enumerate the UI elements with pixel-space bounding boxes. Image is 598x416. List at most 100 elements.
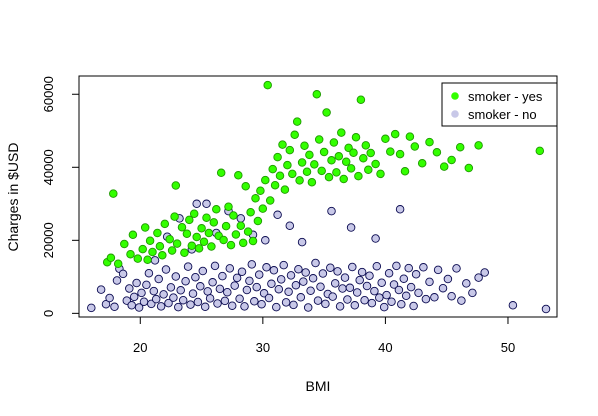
legend-marker-yes bbox=[451, 92, 459, 100]
data-point bbox=[253, 216, 263, 226]
data-point bbox=[273, 152, 282, 162]
data-point bbox=[370, 286, 379, 296]
data-point bbox=[351, 133, 361, 142]
data-point bbox=[321, 299, 330, 309]
data-point bbox=[263, 80, 272, 90]
data-point bbox=[541, 304, 551, 314]
data-point bbox=[348, 262, 357, 272]
data-point bbox=[262, 263, 271, 272]
data-point bbox=[96, 285, 106, 294]
data-point bbox=[278, 140, 287, 149]
data-point bbox=[209, 218, 219, 227]
data-point bbox=[338, 284, 347, 293]
data-point bbox=[270, 180, 280, 190]
data-point bbox=[148, 247, 157, 257]
data-point bbox=[192, 232, 201, 242]
data-point bbox=[242, 285, 252, 295]
data-point bbox=[314, 135, 324, 144]
data-point bbox=[327, 156, 336, 165]
data-point bbox=[230, 281, 239, 290]
data-point bbox=[425, 137, 434, 147]
data-point bbox=[154, 274, 163, 284]
data-point bbox=[365, 271, 374, 280]
data-point bbox=[464, 163, 474, 173]
data-point bbox=[110, 302, 119, 312]
data-point bbox=[202, 213, 211, 222]
data-point bbox=[297, 237, 307, 247]
data-point bbox=[237, 267, 247, 276]
data-point bbox=[197, 224, 206, 233]
data-point bbox=[238, 238, 248, 248]
data-point bbox=[291, 280, 301, 290]
data-point bbox=[375, 293, 384, 302]
data-point bbox=[474, 273, 483, 282]
data-point bbox=[181, 276, 190, 286]
data-point bbox=[508, 301, 518, 310]
data-point bbox=[404, 263, 413, 273]
data-point bbox=[289, 300, 298, 310]
data-point bbox=[231, 230, 241, 239]
data-point bbox=[346, 223, 356, 232]
data-point bbox=[183, 262, 193, 271]
data-point bbox=[226, 240, 236, 250]
data-point bbox=[221, 221, 231, 231]
data-point bbox=[296, 293, 306, 302]
data-point bbox=[254, 270, 264, 279]
y-axis: 0 20000 40000 60000 bbox=[41, 76, 80, 317]
data-point bbox=[251, 194, 260, 203]
data-point bbox=[425, 277, 434, 287]
data-point bbox=[357, 267, 367, 277]
data-point bbox=[185, 215, 194, 225]
data-point bbox=[210, 261, 220, 271]
data-point bbox=[438, 283, 448, 293]
data-point bbox=[405, 132, 415, 141]
data-point bbox=[332, 168, 341, 177]
data-point bbox=[310, 160, 319, 169]
data-point bbox=[196, 282, 205, 291]
data-point bbox=[224, 202, 233, 211]
data-point bbox=[417, 159, 427, 168]
data-point bbox=[462, 279, 471, 288]
data-point bbox=[134, 303, 144, 312]
y-tick-label: 20000 bbox=[41, 222, 56, 258]
data-point bbox=[356, 95, 366, 104]
data-point bbox=[109, 189, 118, 198]
data-point bbox=[161, 265, 171, 274]
data-point bbox=[359, 153, 368, 163]
data-point bbox=[394, 285, 404, 295]
data-point bbox=[120, 239, 129, 249]
data-point bbox=[376, 169, 385, 179]
data-point bbox=[397, 299, 406, 309]
data-point bbox=[106, 253, 116, 263]
data-point bbox=[371, 234, 380, 243]
data-point bbox=[307, 178, 317, 187]
legend-marker-no bbox=[451, 110, 459, 118]
data-point bbox=[218, 271, 227, 281]
data-point bbox=[312, 90, 322, 99]
data-point bbox=[452, 264, 461, 273]
data-point bbox=[324, 172, 334, 182]
data-point bbox=[276, 275, 286, 284]
data-point bbox=[384, 268, 394, 278]
data-point bbox=[159, 290, 168, 299]
data-point bbox=[390, 129, 400, 139]
data-point bbox=[180, 248, 189, 257]
data-point bbox=[261, 175, 270, 185]
data-point bbox=[308, 274, 318, 283]
data-point bbox=[203, 287, 212, 296]
data-point bbox=[281, 298, 291, 307]
data-point bbox=[171, 181, 181, 190]
data-point bbox=[367, 298, 377, 308]
data-point bbox=[288, 169, 297, 179]
data-point bbox=[216, 168, 226, 178]
data-point bbox=[343, 295, 352, 304]
data-point bbox=[199, 237, 209, 247]
data-point bbox=[261, 236, 270, 245]
data-point bbox=[220, 296, 230, 306]
data-point bbox=[186, 300, 195, 309]
data-point bbox=[174, 302, 183, 312]
data-point bbox=[205, 294, 215, 303]
data-point bbox=[443, 274, 453, 284]
data-point bbox=[361, 141, 371, 150]
data-point bbox=[234, 171, 243, 180]
